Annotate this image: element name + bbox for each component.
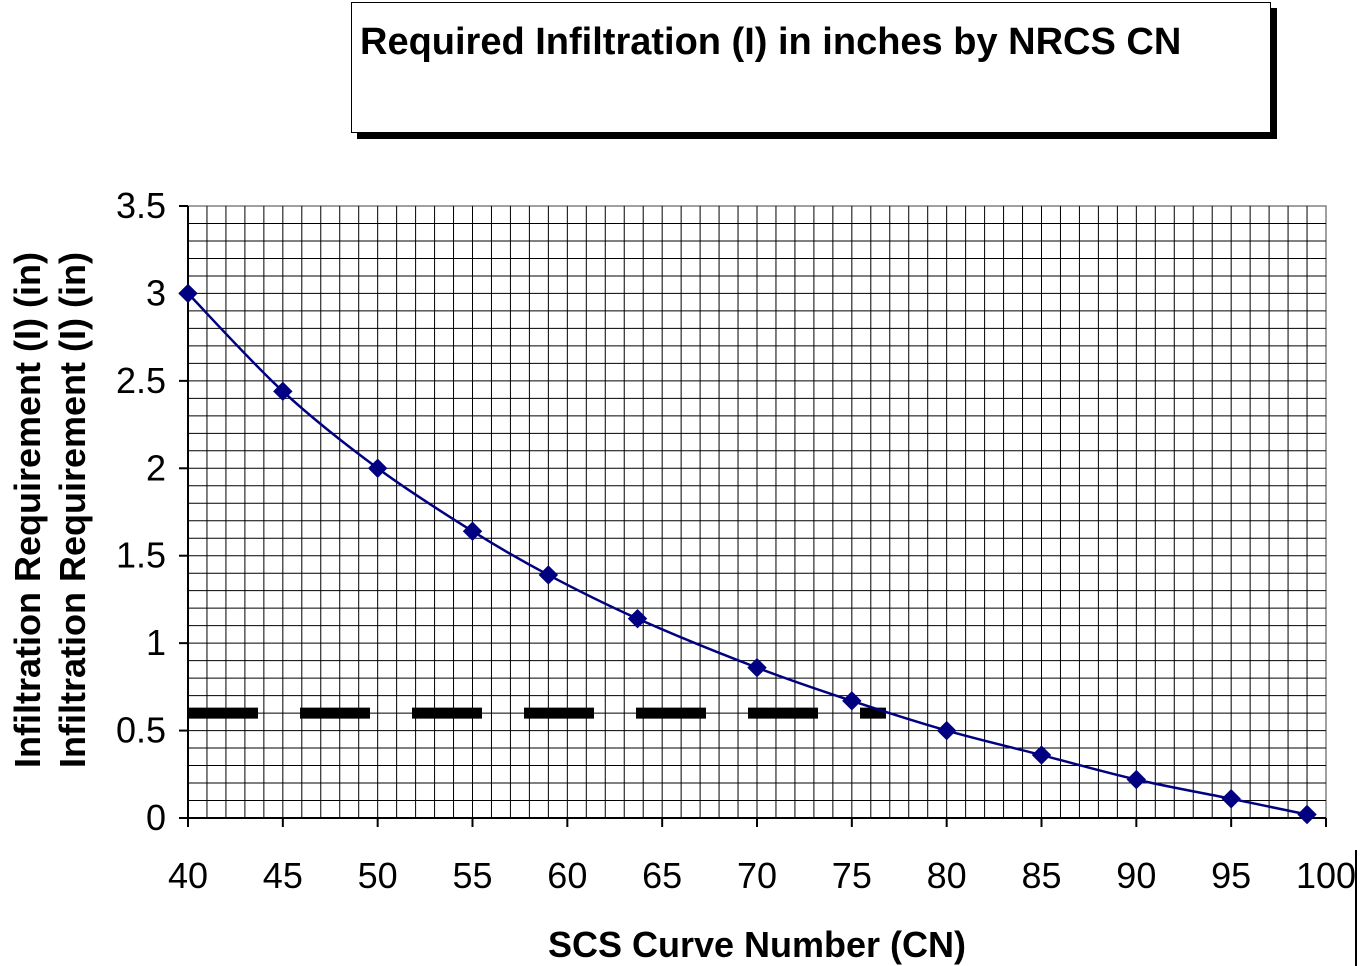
x-tick-label: 60 xyxy=(547,855,587,896)
x-tick-label: 70 xyxy=(737,855,777,896)
x-tick-label: 40 xyxy=(168,855,208,896)
x-tick-label: 50 xyxy=(358,855,398,896)
y-tick-label: 0.5 xyxy=(116,710,166,751)
x-tick-label: 65 xyxy=(642,855,682,896)
y-axis-title-repeat: Infiltration Requirement (I) (in) xyxy=(52,252,93,768)
x-tick-label: 80 xyxy=(927,855,967,896)
x-tick-label: 55 xyxy=(452,855,492,896)
data-point-marker xyxy=(936,720,957,741)
chart-title: Required Infiltration (I) in inches by N… xyxy=(360,21,1182,63)
x-axis-title: SCS Curve Number (CN) xyxy=(548,924,966,965)
data-point-marker xyxy=(627,608,648,629)
y-tick-label: 3.5 xyxy=(116,185,166,226)
data-point-marker xyxy=(538,565,559,585)
x-tick-label: 100 xyxy=(1296,855,1356,896)
data-point-marker xyxy=(1031,745,1052,765)
y-tick-label: 0 xyxy=(146,797,166,838)
chart-title-box: Required Infiltration (I) in inches by N… xyxy=(351,2,1271,133)
x-tick-label: 85 xyxy=(1021,855,1061,896)
tick-labels: 40 45 50 55 60 65 70 75 80 85 90 95 100 0 0.5 1 1.5 2 2.5 3… xyxy=(116,185,1356,896)
data-point-marker xyxy=(367,458,388,478)
series-line xyxy=(187,292,1308,816)
series xyxy=(178,283,1317,825)
data-point-marker xyxy=(747,657,767,678)
x-tick-label: 95 xyxy=(1211,855,1251,896)
data-point-marker xyxy=(273,381,293,402)
y-tick-label: 2.5 xyxy=(116,360,166,401)
y-axis-title: Infiltration Requirement (I) (in) xyxy=(7,252,48,768)
x-tick-label: 90 xyxy=(1116,855,1156,896)
data-point-marker xyxy=(1297,804,1317,825)
data-point-marker xyxy=(1221,789,1241,809)
grid xyxy=(187,205,1327,819)
data-point-marker xyxy=(1126,769,1147,790)
data-point-marker xyxy=(842,691,862,711)
y-tick-label: 2 xyxy=(146,447,166,488)
frame-edge xyxy=(1355,850,1357,966)
y-tick-label: 1.5 xyxy=(116,535,166,576)
x-tick-label: 45 xyxy=(263,855,303,896)
y-tick-label: 3 xyxy=(146,272,166,313)
data-point-marker xyxy=(178,283,198,304)
x-tick-label: 75 xyxy=(832,855,872,896)
data-point-marker xyxy=(462,521,483,541)
y-tick-label: 1 xyxy=(146,622,166,663)
